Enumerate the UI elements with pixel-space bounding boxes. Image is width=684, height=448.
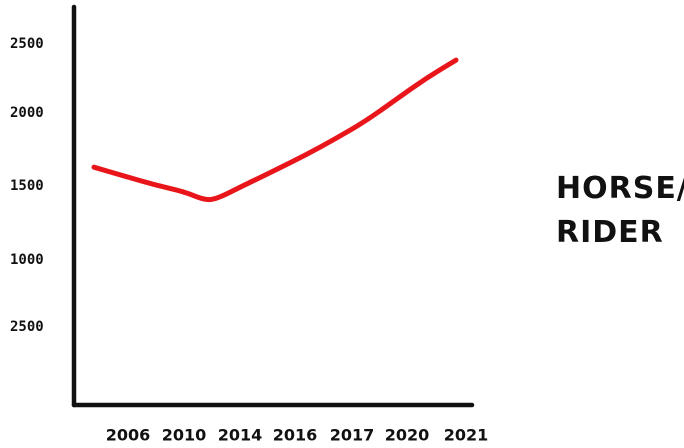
x-tick-label: 2021 [444,426,489,445]
x-tick-labels: 2006 2010 2014 2016 2017 2020 2021 [106,426,489,445]
y-tick-label: 1000 [10,252,44,268]
y-tick-label: 2500 [10,319,44,335]
series-line [91,57,459,203]
y-tick-label: 1500 [10,178,44,194]
x-tick-label: 2014 [218,426,263,445]
side-title-line-2: RIDER [556,215,664,250]
x-tick-label: 2020 [385,426,430,445]
x-tick-label: 2016 [273,426,318,445]
x-tick-label: 2006 [106,426,151,445]
y-tick-label: 2500 [10,36,44,52]
y-tick-label: 2000 [10,105,44,121]
side-title-line-1: HORSE/ [556,171,684,206]
x-tick-label: 2017 [330,426,375,445]
y-tick-labels: 2500 2000 1500 1000 2500 [10,36,44,335]
x-tick-label: 2010 [162,426,207,445]
series-layer [91,57,459,203]
